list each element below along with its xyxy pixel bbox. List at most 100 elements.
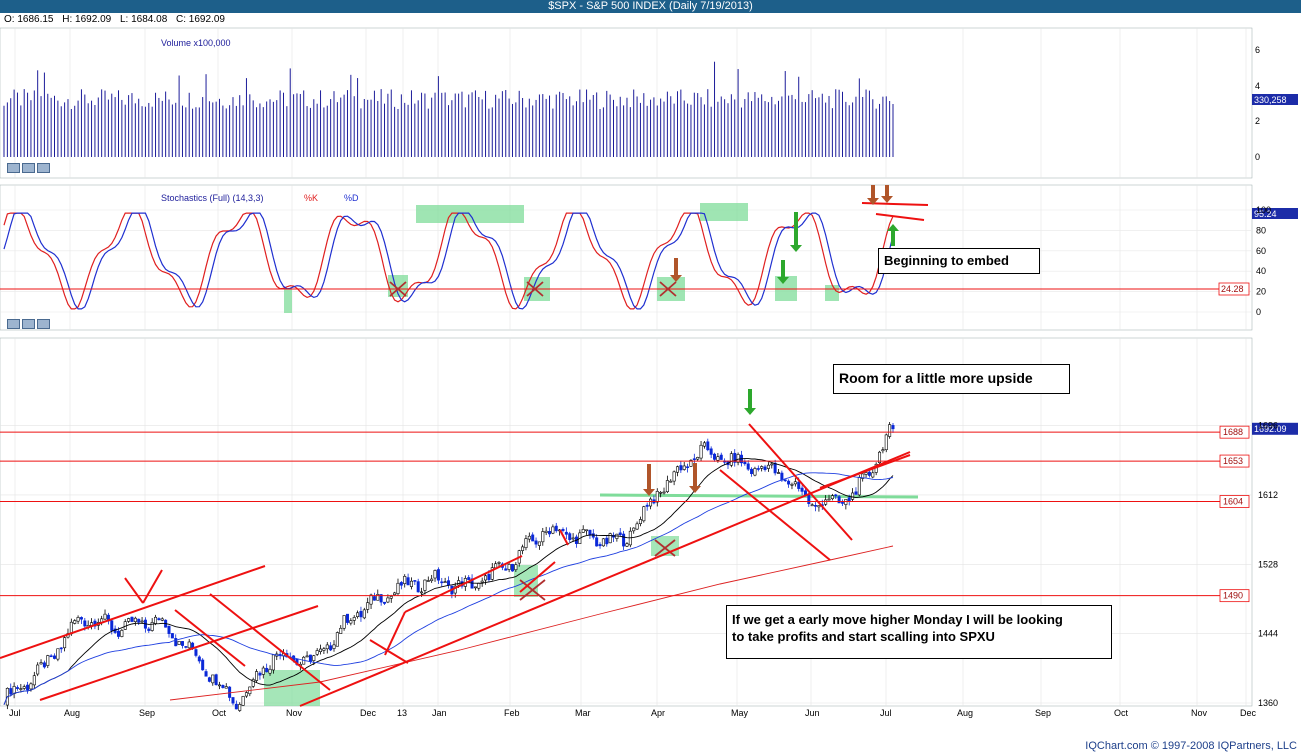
candle-body xyxy=(356,612,360,617)
candle-body xyxy=(477,582,481,589)
level-label: 1604 xyxy=(1223,497,1243,507)
stoch-panel-controls[interactable] xyxy=(7,319,50,329)
candle-body xyxy=(753,468,757,476)
candle-body xyxy=(548,531,552,535)
candle-body xyxy=(713,453,717,460)
candle-body xyxy=(696,457,700,460)
candle-body xyxy=(409,580,413,587)
candle-body xyxy=(420,591,424,594)
candle-body xyxy=(622,533,626,547)
candle-body xyxy=(642,506,646,522)
candle-body xyxy=(133,617,137,622)
price-tick-label: 1444 xyxy=(1258,629,1278,639)
candle-body xyxy=(709,448,713,455)
x-tick-label: Jan xyxy=(432,708,447,718)
candle-body xyxy=(315,650,319,655)
candle-body xyxy=(837,496,841,504)
candle-body xyxy=(891,425,895,430)
x-tick-label: Oct xyxy=(212,708,227,718)
candle-body xyxy=(888,424,892,437)
candle-body xyxy=(386,597,390,603)
candle-body xyxy=(443,581,447,583)
candle-body xyxy=(174,638,178,647)
candle-body xyxy=(743,461,747,465)
candle-body xyxy=(783,479,787,482)
candle-body xyxy=(524,538,528,549)
high-value: H: 1692.09 xyxy=(62,14,112,25)
candle-body xyxy=(224,686,228,689)
candle-body xyxy=(147,628,151,631)
x-marker xyxy=(659,281,677,297)
candle-body xyxy=(366,602,370,610)
candle-body xyxy=(244,692,248,697)
candle-body xyxy=(19,688,23,690)
candle-body xyxy=(457,580,461,586)
price-tick-label: 1360 xyxy=(1258,698,1278,708)
candle-body xyxy=(376,594,380,601)
arrow-head xyxy=(887,224,899,231)
candle-body xyxy=(861,473,865,479)
candle-body xyxy=(79,617,83,620)
trend-line xyxy=(0,565,266,659)
candle-body xyxy=(29,683,33,690)
trend-line xyxy=(209,593,331,691)
candle-body xyxy=(840,502,844,504)
x-tick-label: Dec xyxy=(1240,708,1257,718)
candle-body xyxy=(756,468,760,470)
candle-body xyxy=(271,654,275,671)
stoch-panel xyxy=(0,184,1253,331)
candle-body xyxy=(211,674,215,684)
level-label-box xyxy=(1219,454,1250,468)
trend-line xyxy=(142,569,163,604)
trend-line xyxy=(819,454,911,489)
candle-body xyxy=(56,648,60,660)
stoch-k-value: 95.24 xyxy=(1254,209,1277,219)
candle-body xyxy=(137,618,141,623)
candle-body xyxy=(201,659,205,671)
stoch-highlight xyxy=(700,203,748,221)
candle-body xyxy=(140,620,144,623)
candle-body xyxy=(234,703,238,710)
candle-body xyxy=(231,697,235,704)
candle-body xyxy=(581,529,585,533)
trend-line xyxy=(124,577,144,604)
candle-body xyxy=(686,466,690,469)
level-label-box xyxy=(1219,589,1250,603)
ohlc-readout: O: 1686.15 H: 1692.09 L: 1684.08 C: 1692… xyxy=(0,13,1301,27)
arrow-head xyxy=(643,489,655,496)
x-tick-label: 13 xyxy=(397,708,407,718)
candle-body xyxy=(214,674,218,686)
price-tick-label: 1612 xyxy=(1258,490,1278,500)
candle-body xyxy=(22,686,26,689)
candle-body xyxy=(83,620,87,627)
candle-body xyxy=(154,616,158,624)
candle-body xyxy=(746,463,750,470)
candle-body xyxy=(325,644,329,650)
x-tick-label: May xyxy=(731,708,749,718)
candle-body xyxy=(116,630,120,637)
candle-body xyxy=(847,497,851,502)
candle-body xyxy=(238,704,242,711)
x-tick-label: Jul xyxy=(9,708,21,718)
candle-body xyxy=(638,519,642,524)
candle-body xyxy=(800,487,804,492)
last-price-box xyxy=(1252,422,1298,435)
arrow-head xyxy=(689,486,701,493)
candle-body xyxy=(73,620,77,624)
candle-body xyxy=(255,671,259,681)
candle-body xyxy=(598,544,602,547)
candle-body xyxy=(9,688,13,695)
level-label: 1653 xyxy=(1223,456,1243,466)
volume-panel-controls[interactable] xyxy=(7,163,50,173)
candle-body xyxy=(342,615,346,629)
candle-body xyxy=(750,468,754,475)
candle-body xyxy=(531,534,535,542)
candle-body xyxy=(618,532,622,536)
candle-body xyxy=(632,527,636,532)
candle-body xyxy=(790,483,794,486)
volume-tick-label: 6 xyxy=(1255,45,1260,55)
candle-body xyxy=(383,601,387,604)
x-tick-label: Sep xyxy=(1035,708,1051,718)
x-tick-label: Jul xyxy=(880,708,892,718)
candle-body xyxy=(659,492,663,494)
